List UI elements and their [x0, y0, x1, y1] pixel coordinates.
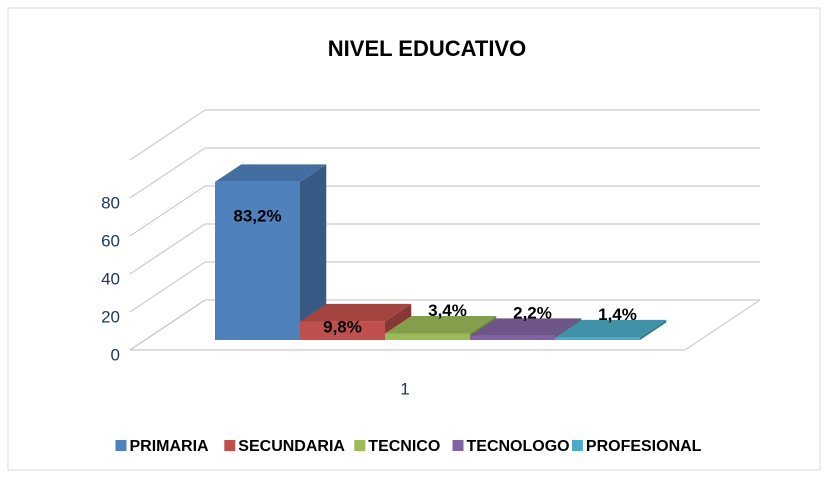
- grid-line: [129, 185, 206, 237]
- legend-swatch: [224, 440, 236, 451]
- bar-top: [300, 303, 412, 322]
- legend-label: TECNOLOGO: [467, 438, 570, 455]
- bar-front: [215, 181, 300, 340]
- bar-top: [385, 316, 497, 334]
- value-label: 83,2%: [233, 206, 281, 225]
- bar-front: [555, 337, 640, 340]
- grid-line: [129, 223, 206, 275]
- chart-title: NIVEL EDUCATIVO: [328, 36, 526, 61]
- legend-swatch: [452, 440, 464, 451]
- legend-swatch: [115, 440, 127, 451]
- bar: [215, 164, 327, 340]
- bar-top: [555, 319, 667, 338]
- bar-top: [215, 164, 327, 182]
- bar-top: [470, 318, 582, 336]
- y-tick-label: 20: [101, 307, 120, 326]
- y-tick-label: 80: [101, 193, 120, 212]
- wall-top: [129, 109, 206, 161]
- value-label: 9,8%: [323, 317, 362, 336]
- bar-side: [300, 164, 327, 340]
- legend-label: TECNICO: [368, 438, 440, 455]
- bar-front: [385, 333, 470, 340]
- bar: [300, 303, 412, 340]
- value-label: 2,2%: [513, 303, 552, 322]
- legend-swatch: [354, 440, 366, 451]
- bar-front: [300, 321, 385, 340]
- chart-border: [7, 7, 821, 471]
- legend-label: SECUNDARIA: [238, 438, 345, 455]
- x-tick-label: 1: [400, 379, 409, 398]
- floor-edge: [684, 299, 761, 351]
- legend-label: PROFESIONAL: [586, 438, 702, 455]
- bar-side: [640, 319, 667, 340]
- y-tick-label: 60: [101, 231, 120, 250]
- bar-front: [470, 335, 555, 340]
- legend-swatch: [571, 440, 583, 451]
- value-label: 1,4%: [598, 305, 637, 324]
- legend-label: PRIMARIA: [130, 438, 210, 455]
- grid-line: [129, 261, 206, 313]
- bar: [555, 319, 667, 340]
- value-label: 3,4%: [428, 301, 467, 320]
- y-tick-label: 40: [101, 269, 120, 288]
- grid-line: [129, 299, 206, 351]
- grid-line: [129, 147, 206, 199]
- y-tick-label: 0: [111, 345, 120, 364]
